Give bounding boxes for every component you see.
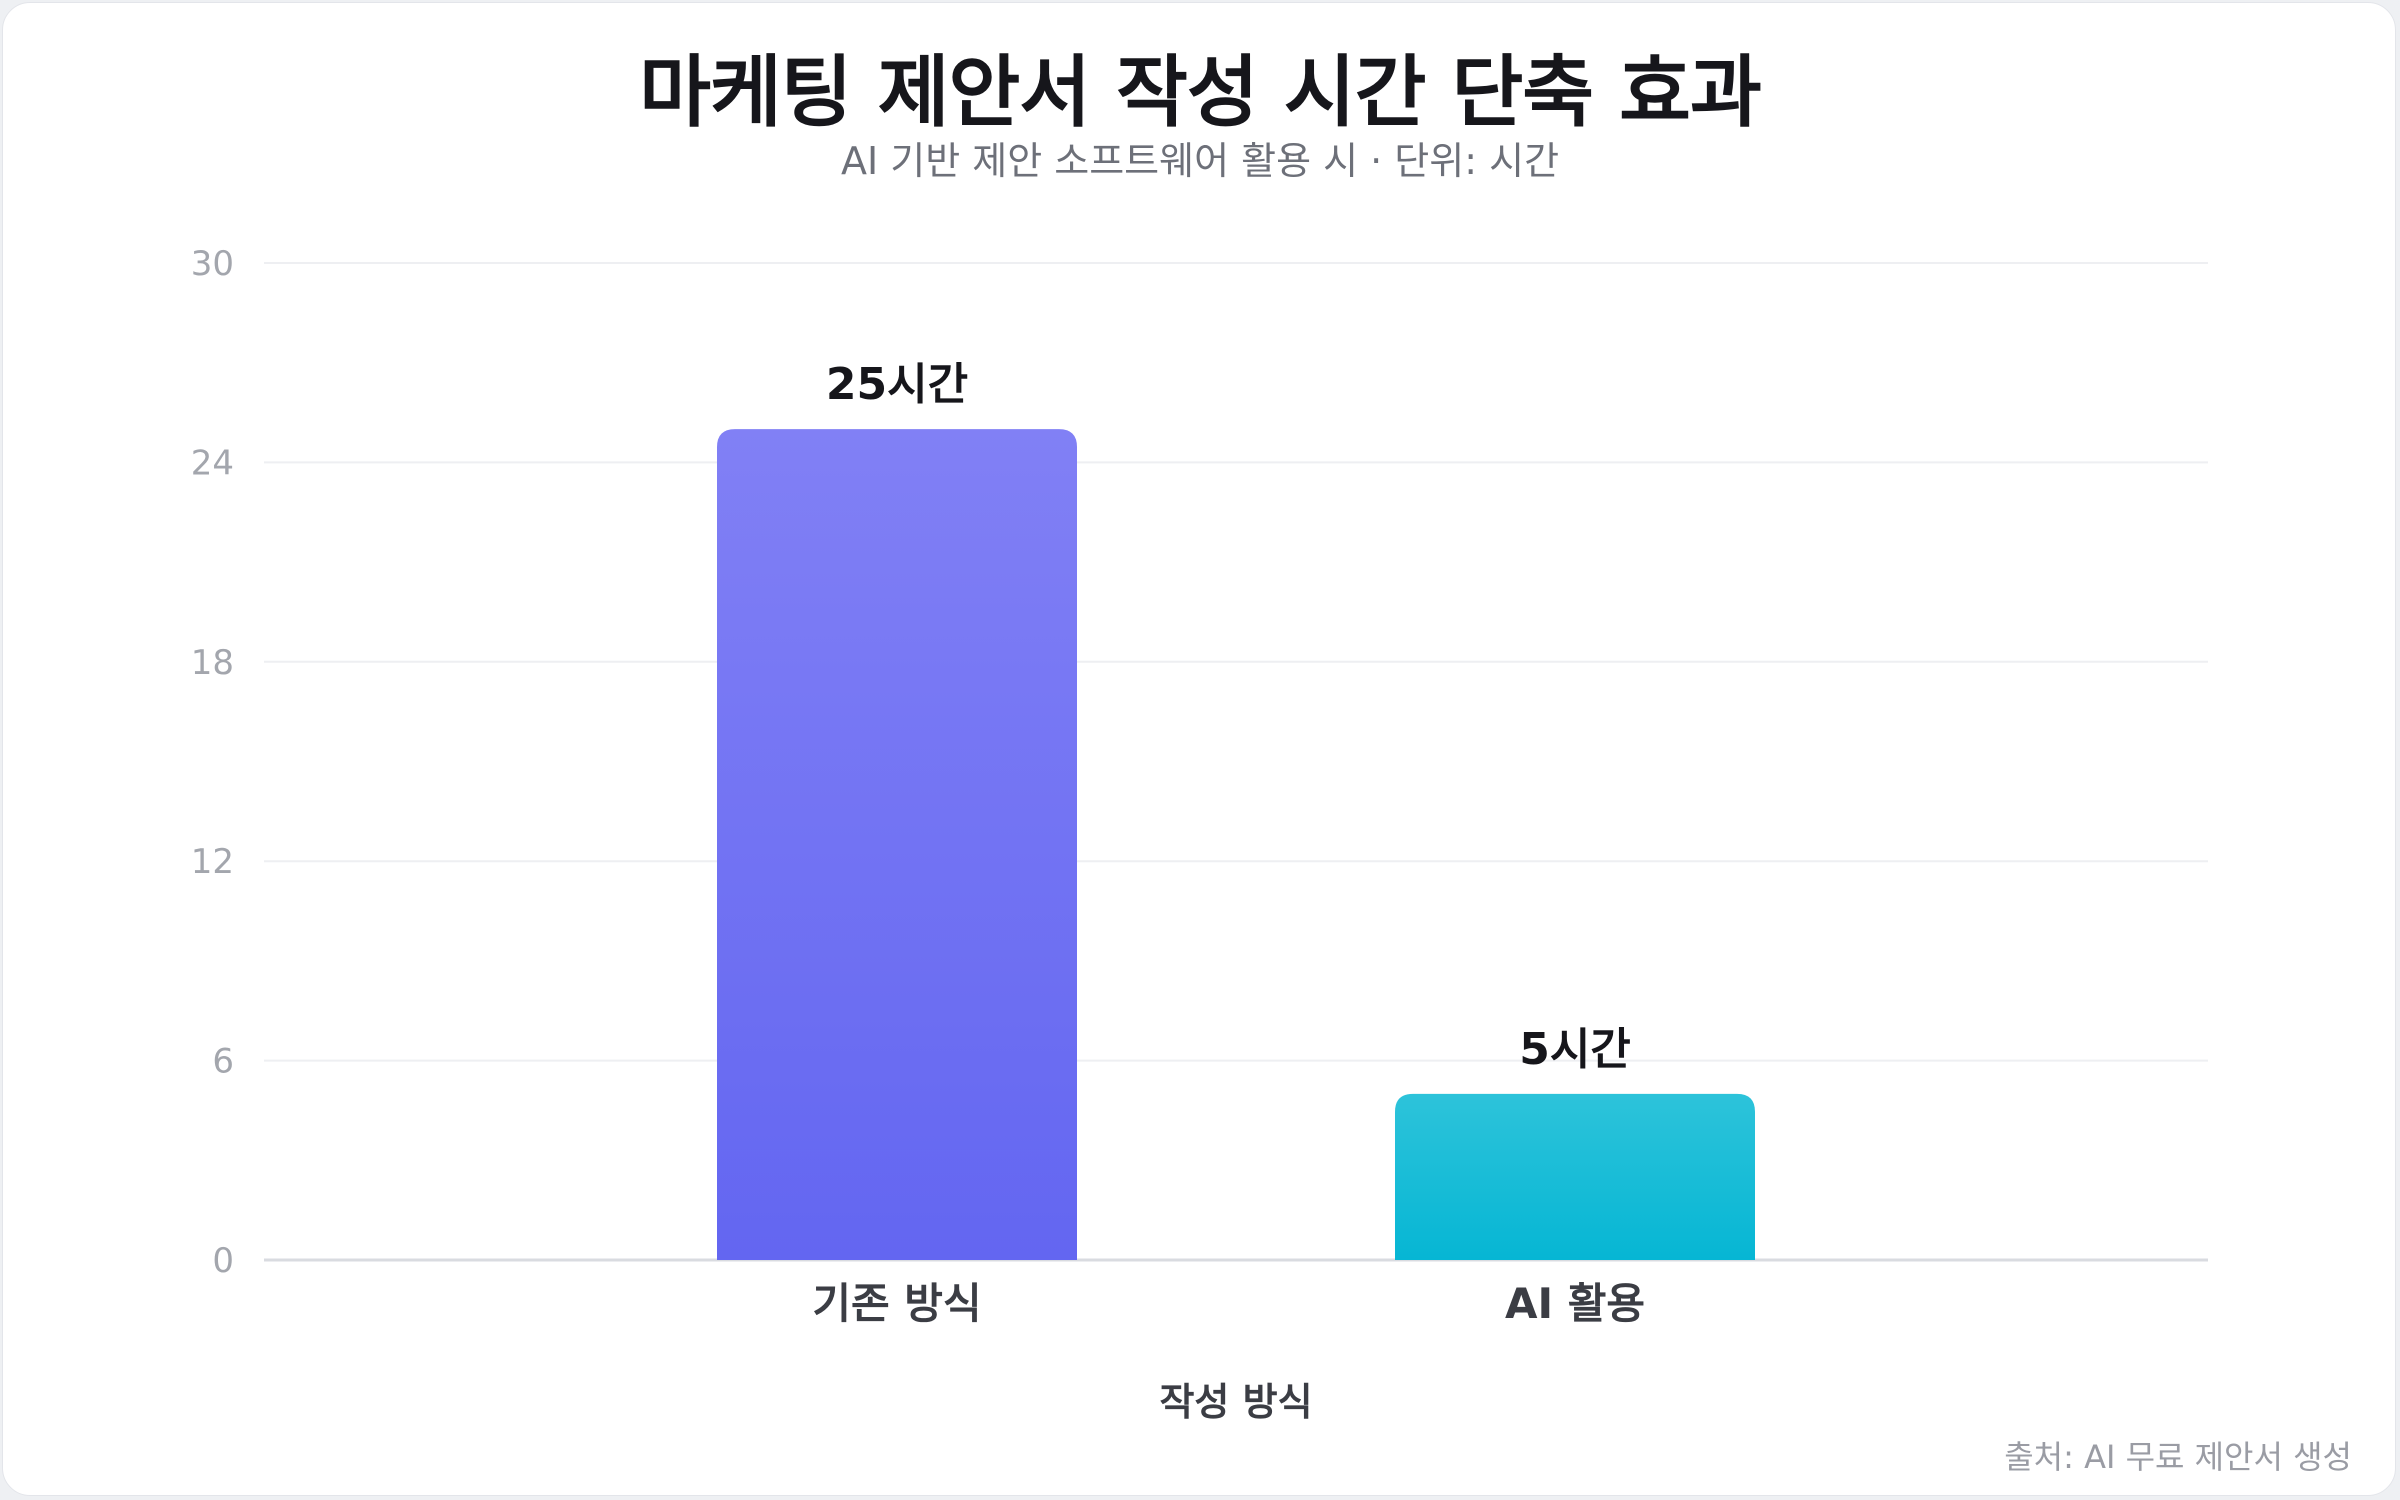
grid-lines <box>264 262 2208 1262</box>
y-tick-label: 12 <box>191 842 234 882</box>
bars: 25시간 5시간 <box>717 359 1755 1261</box>
x-axis-title: 작성 방식 <box>1159 1380 1312 1424</box>
bar-1 <box>717 429 1077 1261</box>
y-tick-label: 30 <box>191 244 234 284</box>
x-category-label: AI 활용 <box>1505 1279 1645 1328</box>
chart-subtitle: AI 기반 제안 소프트웨어 활용 시 · 단위: 시간 <box>840 139 1560 183</box>
x-category-label: 기존 방식 <box>812 1279 981 1328</box>
y-tick-label: 6 <box>212 1042 234 1082</box>
y-tick-label: 18 <box>191 643 234 683</box>
bar-value-label: 25시간 <box>826 359 968 410</box>
x-axis-labels: 기존 방식 AI 활용 <box>812 1279 1645 1328</box>
bar-value-label: 5시간 <box>1519 1024 1631 1075</box>
y-tick-label: 24 <box>191 443 234 483</box>
chart-title: 마케팅 제안서 작성 시간 단축 효과 <box>639 48 1761 138</box>
bar-2 <box>1395 1093 1755 1260</box>
source-note: 출처: AI 무료 제안서 생성 <box>2004 1438 2352 1476</box>
y-axis-ticks: 0 6 12 18 24 30 <box>191 244 234 1281</box>
y-tick-label: 0 <box>212 1241 234 1281</box>
